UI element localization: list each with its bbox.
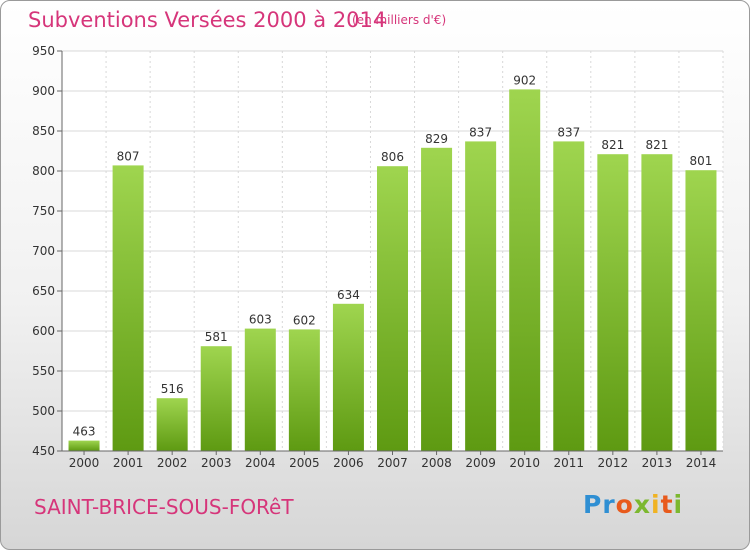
y-tick-label: 900 [32,84,55,98]
x-tick-label: 2007 [377,456,408,470]
x-tick-label: 2006 [333,456,364,470]
axes: 450 500 550 600 650 700 750 800 850 900 950 2000 200… [32,44,723,470]
data-label: 829 [425,132,448,146]
x-tick-label: 2002 [157,456,188,470]
bar [641,154,673,451]
proxiti-logo: Proxiti [583,490,683,519]
x-tick-label: 2009 [465,456,496,470]
bar [68,440,100,451]
bar [244,328,276,451]
y-tick-label: 950 [32,44,55,58]
x-tick-label: 2005 [289,456,320,470]
data-label: 463 [73,425,96,439]
data-label: 581 [205,330,228,344]
bar [421,147,453,452]
logo-part: x [633,490,651,519]
y-tick-label: 800 [32,164,55,178]
logo-part: i [673,490,684,519]
data-label: 837 [557,125,580,139]
bar [553,141,585,451]
x-tick-label: 2010 [509,456,540,470]
y-tick-label: 850 [32,124,55,138]
x-tick-label: 2004 [245,456,276,470]
data-label: 801 [690,154,713,168]
x-tick-label: 2011 [553,456,584,470]
y-tick-label: 650 [32,284,55,298]
bar [332,303,364,451]
x-tick-label: 2012 [598,456,629,470]
bar [509,89,541,452]
logo-part: o [615,490,634,519]
data-label: 821 [601,138,624,152]
commune-name: SAINT-BRICE-SOUS-FORêT [34,495,294,519]
logo-part: Pr [583,490,616,519]
x-tick-label: 2014 [686,456,717,470]
data-label: 603 [249,313,272,327]
data-label: 902 [513,73,536,87]
x-tick-label: 2000 [69,456,100,470]
logo-part: t [660,490,674,519]
y-tick-label: 700 [32,244,55,258]
y-tick-label: 500 [32,404,55,418]
bar [685,170,717,451]
data-label: 821 [645,138,668,152]
x-tick-label: 2008 [421,456,452,470]
chart-subtitle: (en milliers d'€) [352,13,447,27]
labels: 463 807 516 581 603 602 634 806 829 837 902 837 821 8… [73,73,713,438]
x-tick-label: 2001 [113,456,144,470]
bar [465,141,497,451]
data-label: 634 [337,288,360,302]
bar [288,329,320,451]
bar [377,166,408,451]
x-tick-label: 2013 [642,456,673,470]
data-label: 602 [293,313,316,327]
y-tick-label: 600 [32,324,55,338]
bar [200,346,232,451]
bar [112,165,144,451]
y-tick-label: 750 [32,204,55,218]
data-label: 806 [381,150,404,164]
y-tick-label: 450 [32,444,55,458]
bar [597,154,629,451]
x-tick-label: 2003 [201,456,232,470]
data-label: 837 [469,125,492,139]
data-label: 516 [161,382,184,396]
chart-title: Subventions Versées 2000 à 2014 [28,8,387,32]
y-tick-label: 550 [32,364,55,378]
data-label: 807 [117,149,140,163]
bar [156,398,188,451]
bars [68,89,717,452]
logo-part: i [650,490,661,519]
